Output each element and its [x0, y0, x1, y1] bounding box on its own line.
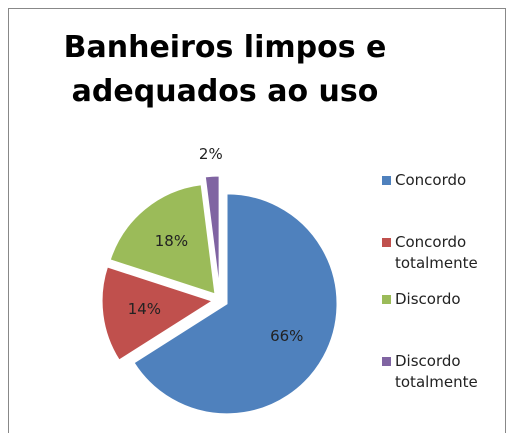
pie-slice	[109, 184, 216, 295]
pie-slice	[204, 175, 220, 287]
legend-label: Concordo totalmente	[395, 233, 478, 272]
legend-label: Concordo	[395, 171, 467, 189]
pie-slice	[133, 193, 338, 415]
legend-label: Discordo totalmente	[395, 352, 478, 391]
chart-border	[8, 8, 506, 433]
data-label: 14%	[128, 300, 161, 318]
data-label: 66%	[270, 327, 303, 345]
chart-title: Banheiros limpos e adequados ao uso	[63, 30, 387, 109]
legend-swatch	[382, 295, 391, 304]
data-label: 2%	[199, 145, 223, 163]
legend-swatch	[382, 357, 391, 366]
legend-swatch	[382, 176, 391, 185]
data-label: 18%	[155, 232, 188, 250]
pie-slice	[101, 266, 214, 361]
legend-label: Discordo	[395, 290, 461, 308]
legend-swatch	[382, 238, 391, 247]
